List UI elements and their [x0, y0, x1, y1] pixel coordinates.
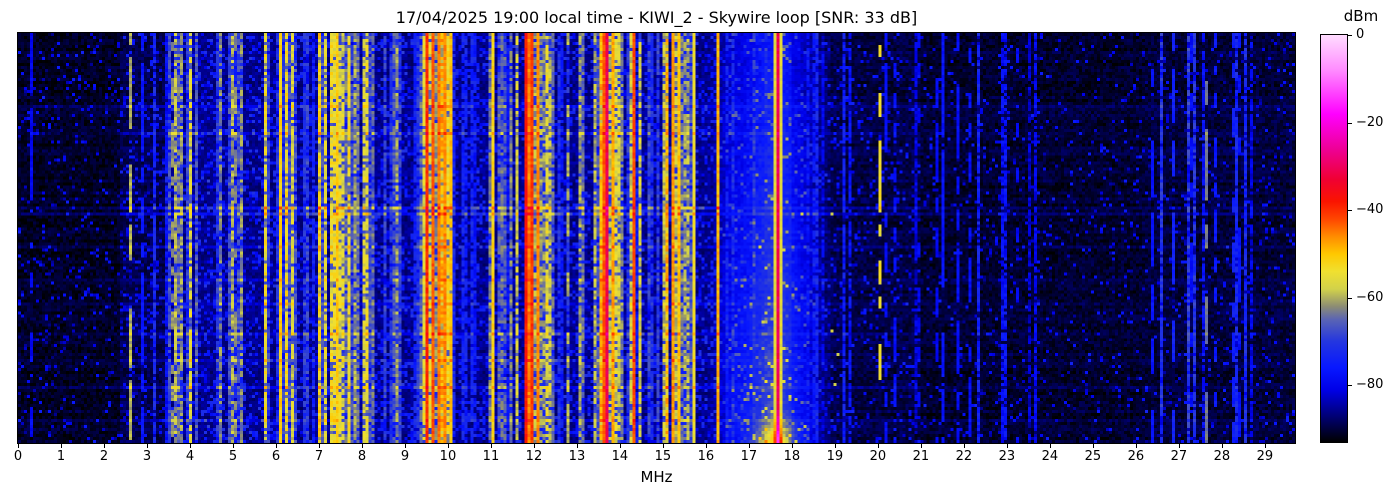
x-tick-mark: [232, 444, 234, 448]
x-tick-label: 13: [568, 449, 586, 464]
x-tick-label: 27: [1170, 449, 1188, 464]
x-tick-mark: [619, 444, 621, 448]
x-tick-label: 26: [1127, 449, 1145, 464]
x-tick-mark: [1178, 444, 1180, 448]
x-tick-label: 2: [99, 449, 109, 464]
colorbar-tick-label: −20: [1356, 114, 1384, 130]
colorbar-tick-mark: [1348, 297, 1352, 299]
x-tick-label: 12: [525, 449, 543, 464]
x-tick-mark: [490, 444, 492, 448]
x-tick-mark: [748, 444, 750, 448]
x-tick-label: 28: [1213, 449, 1231, 464]
x-tick-label: 9: [400, 449, 410, 464]
x-tick-mark: [103, 444, 105, 448]
x-tick-label: 5: [228, 449, 238, 464]
x-tick-label: 4: [185, 449, 195, 464]
x-tick-label: 22: [955, 449, 973, 464]
x-tick-label: 7: [314, 449, 324, 464]
x-tick-mark: [1006, 444, 1008, 448]
x-tick-mark: [834, 444, 836, 448]
x-tick-mark: [1135, 444, 1137, 448]
x-tick-label: 1: [56, 449, 66, 464]
x-tick-mark: [318, 444, 320, 448]
x-tick-label: 25: [1084, 449, 1102, 464]
x-tick-label: 19: [826, 449, 844, 464]
colorbar-tick-mark: [1348, 122, 1352, 124]
x-tick-label: 14: [611, 449, 629, 464]
chart-title: 17/04/2025 19:00 local time - KIWI_2 - S…: [395, 8, 918, 27]
colorbar-tick-label: −80: [1356, 377, 1384, 393]
x-tick-label: 17: [740, 449, 758, 464]
x-tick-label: 24: [1041, 449, 1059, 464]
x-tick-mark: [576, 444, 578, 448]
x-tick-mark: [963, 444, 965, 448]
x-tick-mark: [189, 444, 191, 448]
colorbar-tick-mark: [1348, 210, 1352, 212]
x-tick-label: 20: [869, 449, 887, 464]
colorbar-tick-label: 0: [1356, 27, 1365, 42]
x-tick-mark: [705, 444, 707, 448]
x-tick-label: 11: [482, 449, 500, 464]
x-tick-mark: [18, 444, 19, 448]
x-tick-mark: [275, 444, 277, 448]
x-tick-mark: [146, 444, 148, 448]
colorbar-gradient: [1320, 34, 1348, 443]
waterfall-plot-area: [17, 32, 1296, 444]
colorbar-tick-label: −40: [1356, 202, 1384, 218]
x-tick-mark: [662, 444, 664, 448]
x-tick-label: 8: [357, 449, 367, 464]
x-tick-label: 15: [654, 449, 672, 464]
x-tick-mark: [447, 444, 449, 448]
x-tick-label: 0: [13, 449, 23, 464]
x-tick-mark: [791, 444, 793, 448]
x-tick-mark: [1221, 444, 1223, 448]
x-axis-label: MHz: [640, 468, 673, 486]
x-tick-label: 18: [783, 449, 801, 464]
waterfall-canvas: [18, 33, 1295, 443]
x-tick-mark: [60, 444, 62, 448]
x-tick-mark: [1264, 444, 1266, 448]
x-tick-label: 10: [439, 449, 457, 464]
colorbar-label: dBm: [1343, 7, 1379, 25]
x-tick-mark: [533, 444, 535, 448]
x-tick-label: 23: [998, 449, 1016, 464]
x-tick-mark: [1092, 444, 1094, 448]
x-tick-mark: [920, 444, 922, 448]
x-tick-label: 16: [697, 449, 715, 464]
x-tick-label: 29: [1256, 449, 1274, 464]
x-tick-label: 3: [142, 449, 152, 464]
x-tick-mark: [404, 444, 406, 448]
x-tick-label: 6: [271, 449, 281, 464]
x-tick-mark: [361, 444, 363, 448]
x-tick-label: 21: [912, 449, 930, 464]
colorbar-tick-mark: [1348, 35, 1352, 36]
x-tick-mark: [1049, 444, 1051, 448]
x-tick-mark: [877, 444, 879, 448]
colorbar-tick-label: −60: [1356, 289, 1384, 305]
colorbar-tick-mark: [1348, 385, 1352, 387]
